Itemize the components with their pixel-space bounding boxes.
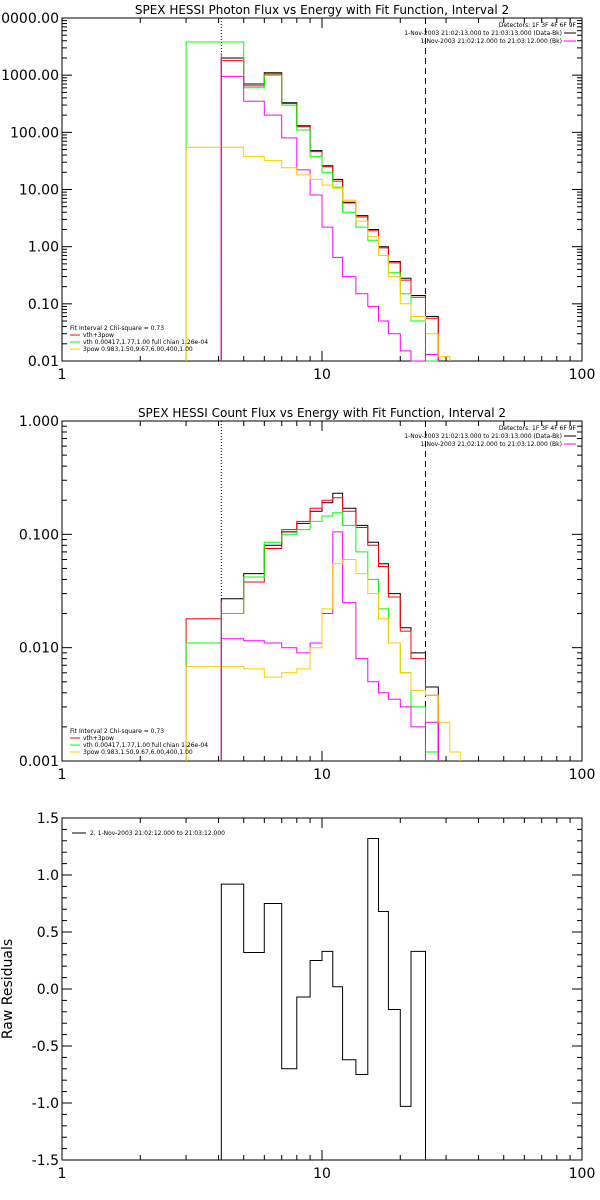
legend-entry: vth+3pow [83,735,114,742]
y-tick-label: 1.5 [37,811,59,827]
chart-2-axes: SPEX HESSI Count Flux vs Energy with Fit… [19,406,595,783]
chart-2-legend: Fit Interval 2 Chi-square = 0.73vth+3pow… [70,728,208,756]
y-tick-label: 0.010 [19,641,59,657]
plot-frame [61,420,583,762]
y-tick-label: 1.000 [19,414,59,430]
legend-heading: Fit Interval 2 Chi-square = 0.73 [70,325,164,332]
detectors-label: Detectors: 1F 3F 4F 6F 9F [499,22,577,29]
y-tick-label: 10.00 [19,183,59,199]
data-interval-label: 1-Nov-2003 21:02:13.000 to 21:03:13.000 … [404,30,562,37]
chart-2-series-1-line [220,492,439,761]
y-tick-label: -1.5 [32,1153,59,1169]
data-interval-label: 1-Nov-2003 21:02:13.000 to 21:03:13.000 … [404,433,562,440]
y-tick-label: 0.01 [28,354,59,370]
chart-3-legend: 2. 1-Nov-2003 21:02:12.000 to 21:03:12.0… [72,830,225,837]
chart-1-series-4-line [220,75,439,362]
chart-2-series-4-line [220,531,439,761]
y-tick-label: -1.0 [32,1096,59,1112]
bk-interval-label: 1-Nov-2003 21:02:12.000 to 21:03:12.000 … [420,38,562,45]
y-tick-label: -0.5 [32,1039,59,1055]
x-tick-label: 10 [313,1166,331,1182]
chart-1-legend: Fit Interval 2 Chi-square = 0.73vth+3pow… [70,325,208,353]
y-tick-label: 0.10 [28,297,59,313]
detectors-label: Detectors: 1F 3F 4F 6F 9F [499,425,577,432]
x-tick-label: 1 [58,767,67,783]
bk-interval-label: 1-Nov-2003 21:02:12.000 to 21:03:12.000 … [420,441,562,448]
chart-2-series-3-line [185,512,439,761]
chart-1-series-2-line [220,60,439,361]
chart-3-series-1-line [220,838,426,1160]
chart-1-series-5-line [185,146,451,361]
legend-entry: 2. 1-Nov-2003 21:02:12.000 to 21:03:12.0… [90,830,225,837]
y-tick-label: 0.0 [37,982,59,998]
y-axis-label: Raw Residuals [0,939,16,1039]
chart-title: SPEX HESSI Photon Flux vs Energy with Fi… [135,3,509,17]
plot-frame [61,817,583,1161]
x-tick-label: 100 [569,1166,596,1182]
legend-entry: vth+3pow [83,332,114,339]
x-tick-label: 100 [569,367,596,383]
x-tick-label: 1 [58,1166,67,1182]
x-tick-label: 10 [313,367,331,383]
chart-1-series-3-line [185,41,439,362]
y-tick-label: 0.100 [19,527,59,543]
legend-entry: vth 0.00417,1.77,1.00 full chian 1.26e-0… [83,339,208,346]
y-tick-label: 1.0 [37,868,59,884]
chart-1-axes: SPEX HESSI Photon Flux vs Energy with Fi… [0,3,595,383]
chart-1-header: Detectors: 1F 3F 4F 6F 9F1-Nov-2003 21:0… [404,22,576,45]
chart-2-series-5-line [185,559,461,761]
x-tick-label: 1 [58,367,67,383]
plot-frame [61,17,583,362]
chart-2-series-2-line [185,497,439,761]
y-tick-label: 0.001 [19,754,59,770]
chart-title: SPEX HESSI Count Flux vs Energy with Fit… [138,406,506,420]
legend-heading: Fit Interval 2 Chi-square = 0.73 [70,728,164,735]
chart-2-header: Detectors: 1F 3F 4F 6F 9F1-Nov-2003 21:0… [404,425,576,448]
x-tick-label: 100 [569,767,596,783]
y-tick-label: 1000.00 [1,68,59,84]
chart-3-axes: 1 10 100 1.5 1.0 0.5 0.0 -0.5 -1.0 -1.5 Raw Residu… [0,811,595,1182]
legend-entry: vth 0.00417,1.77,1.00 full chian 1.26e-0… [83,742,208,749]
chart-1-series-1-line [220,57,439,361]
y-tick-label: 0.5 [37,925,59,941]
legend-entry: 3pow 0.983,1.50,9.67,6.00,400,1.00 [83,749,193,756]
legend-entry: 3pow 0.983,1.50,9.67,6.00,400,1.00 [83,346,193,353]
y-tick-label: 100.00 [10,125,59,141]
y-tick-label: 1.00 [28,240,59,256]
x-tick-label: 10 [313,767,331,783]
